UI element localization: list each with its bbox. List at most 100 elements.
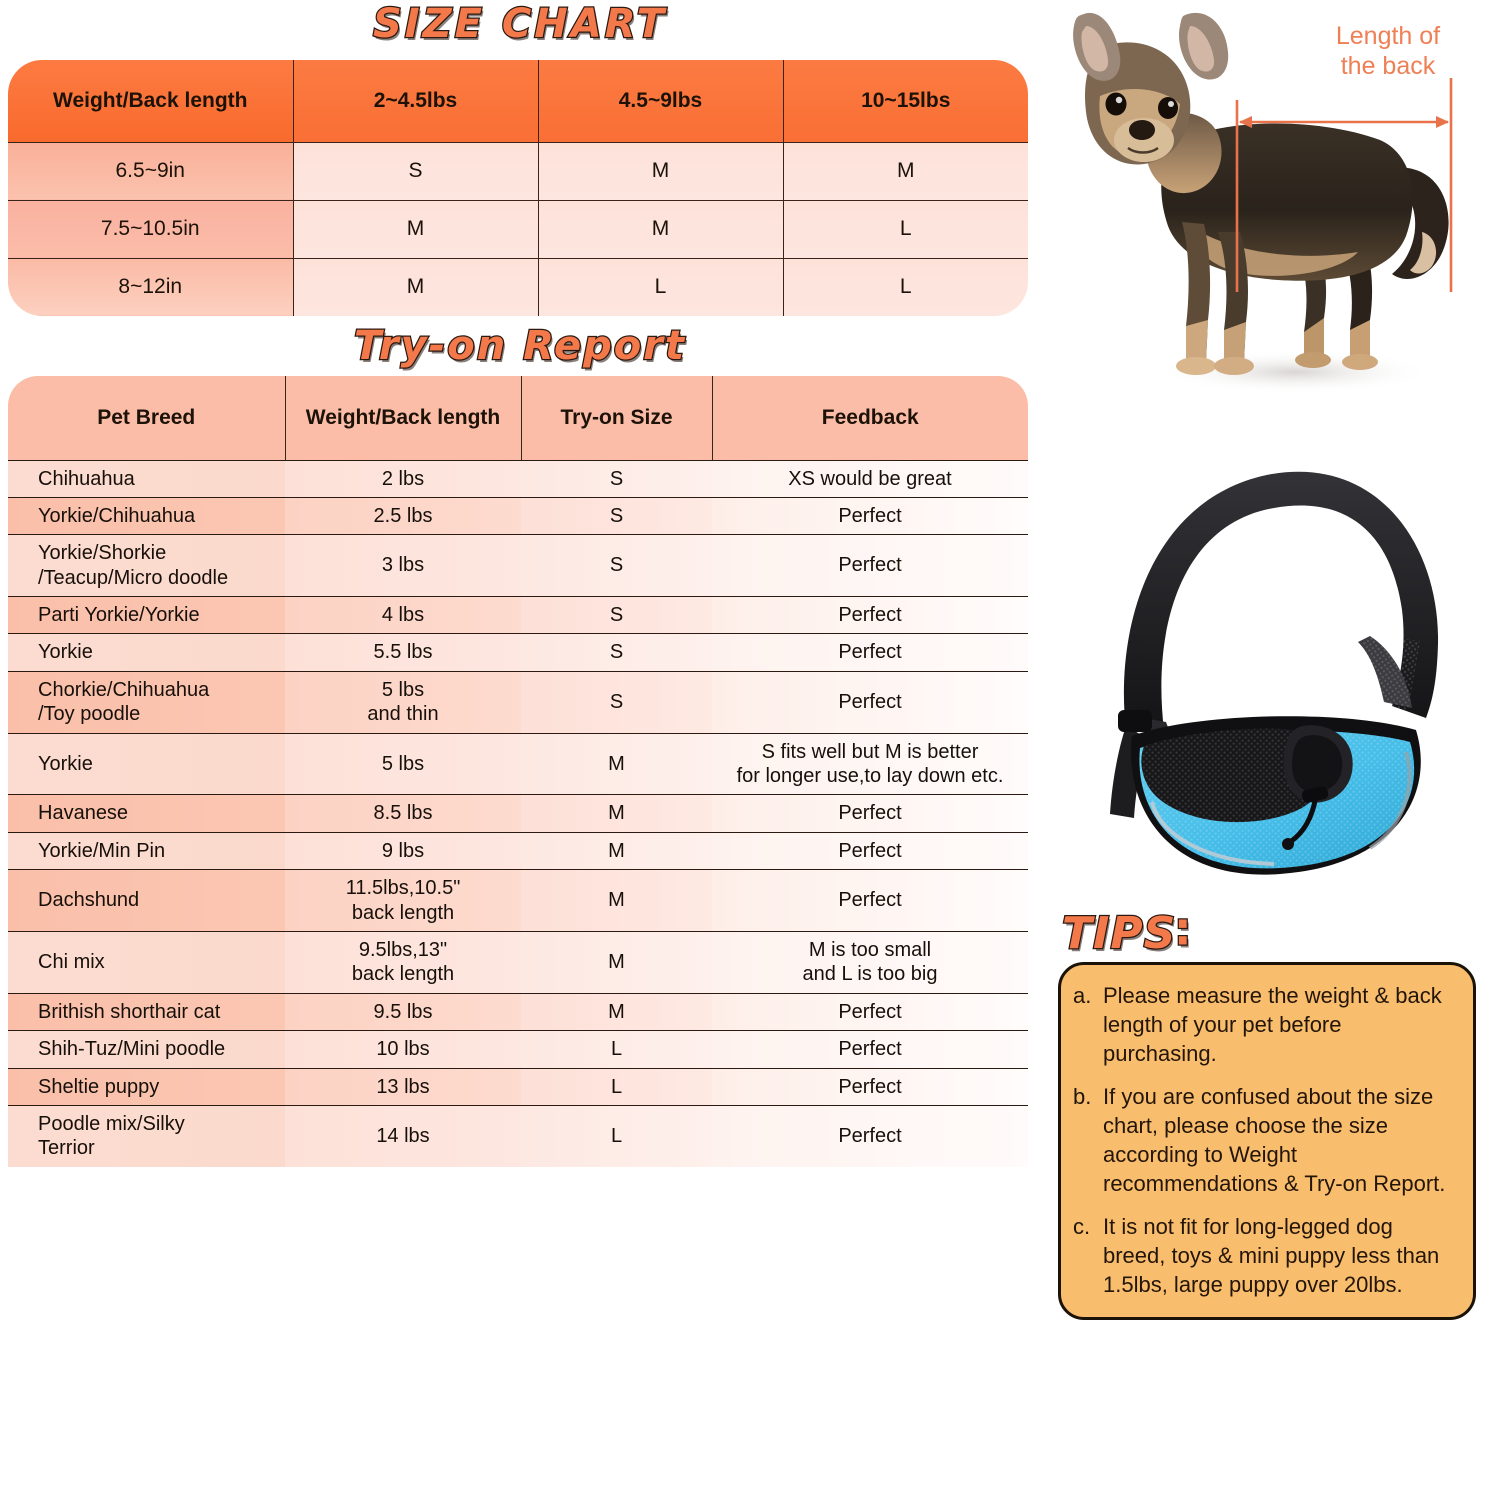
size-chart-cell: M [538,142,784,201]
tryon-cell-breed: Yorkie [8,633,285,672]
dog-photo-panel: Length of the back [1040,0,1500,420]
tryon-report-container: Pet Breed Weight/Back length Try-on Size… [8,376,1032,1167]
size-chart-header-row: Weight/Back length 2~4.5lbs 4.5~9lbs 10~… [8,60,1028,143]
tryon-cell-weight: 2 lbs [285,460,521,498]
tryon-header-cell: Pet Breed [8,376,286,461]
tryon-cell-feedback: Perfect [712,1068,1028,1106]
tryon-cell-size: L [521,1105,712,1167]
tryon-report-head: Pet Breed Weight/Back length Try-on Size… [8,376,1028,461]
tips-box: a. Please measure the weight & back leng… [1058,962,1476,1321]
tryon-cell-weight: 9 lbs [285,832,521,871]
table-row: Chi mix 9.5lbs,13" back length M M is too sm… [8,931,1028,994]
table-row: Havanese 8.5 lbs M Perfect [8,794,1028,833]
tryon-cell-weight: 10 lbs [285,1030,521,1069]
tryon-cell-size: M [521,931,712,994]
length-label-line1: Length of [1335,22,1441,50]
size-chart-cell: L [538,258,784,316]
size-chart-cell: M [538,200,784,259]
tryon-cell-feedback: Perfect [712,1105,1028,1167]
tryon-cell-size: M [521,733,712,796]
tryon-report-title: Try-on Report [353,323,687,369]
table-row: Chorkie/Chihuahua/Toy poodle 5 lbs and thi… [8,671,1028,734]
tryon-cell-feedback: Perfect [712,671,1028,734]
tryon-cell-feedback: Perfect [712,534,1028,598]
chihuahua-photo [1073,12,1453,394]
table-row: Poodle mix/Silky Terrior 14 lbs L Perfect [8,1105,1028,1167]
tip-text: Please measure the weight & back length … [1103,983,1442,1067]
tryon-cell-feedback: Perfect [712,794,1028,833]
tryon-cell-size: S [521,596,712,635]
size-chart-cell: M [783,142,1028,201]
tryon-cell-feedback: XS would be great [712,460,1028,498]
tryon-cell-size: M [521,794,712,833]
tryon-cell-breed: Chihuahua [8,460,285,498]
tips-panel: TIPS∶ a. Please measure the weight & bac… [1040,908,1500,1321]
tryon-cell-weight: 4 lbs [285,596,521,635]
tryon-cell-breed: Poodle mix/Silky Terrior [8,1105,285,1167]
size-chart-cell: M [293,200,539,259]
tryon-cell-weight: 5 lbs [285,733,521,796]
table-row: Yorkie 5 lbs M S fits well but M is better f… [8,733,1028,796]
size-chart-cell: 8~12in [8,258,294,316]
table-row: Yorkie/Min Pin 9 lbs M Perfect [8,832,1028,871]
table-row: Brithish shorthair cat 9.5 lbs M Perfect [8,993,1028,1032]
table-row: Shih-Tuz/Mini poodle 10 lbs L Perfect [8,1030,1028,1069]
tryon-cell-size: S [521,497,712,536]
tryon-cell-size: L [521,1068,712,1106]
size-chart-cell: 6.5~9in [8,142,294,201]
tip-text: If you are confused about the size chart… [1103,1084,1446,1197]
tryon-cell-breed: Yorkie/Min Pin [8,832,285,871]
size-chart-header-cell: 10~15lbs [783,60,1028,143]
size-chart-cell: 7.5~10.5in [8,200,294,259]
size-chart-cell: M [293,258,539,316]
tryon-cell-feedback: Perfect [712,869,1028,932]
size-chart-body: 6.5~9in S M M 7.5~10.5in M M L 8~12in M [8,142,1028,316]
tryon-cell-breed: Yorkie/Shorkie/Teacup/Micro doodle [8,534,285,598]
left-column: SIZE CHART Weight/Back length 2~4.5lbs 4… [8,1,1032,1167]
tryon-cell-feedback: S fits well but M is better for longer us… [712,733,1028,796]
tryon-cell-breed: Dachshund [8,869,285,932]
tryon-cell-weight: 2.5 lbs [285,497,521,536]
table-row: Chihuahua 2 lbs S XS would be great [8,460,1028,498]
tryon-header-row: Pet Breed Weight/Back length Try-on Size… [8,376,1028,461]
tryon-cell-weight: 13 lbs [285,1068,521,1106]
tryon-cell-weight: 5.5 lbs [285,633,521,672]
length-label-line2: the back [1340,51,1436,80]
tryon-cell-size: M [521,832,712,871]
table-row: Yorkie/Shorkie/Teacup/Micro doodle 3 lbs S… [8,534,1028,598]
size-chart-cell: S [293,142,539,201]
list-item: b. If you are confused about the size ch… [1073,1082,1457,1198]
tryon-cell-breed: Sheltie puppy [8,1068,285,1106]
tryon-cell-weight: 9.5lbs,13" back length [285,931,521,994]
tryon-cell-feedback: Perfect [712,633,1028,672]
tryon-header-cell: Feedback [712,376,1028,461]
tryon-cell-feedback: Perfect [712,993,1028,1032]
tryon-cell-weight: 5 lbs and thin [285,671,521,734]
tryon-cell-feedback: Perfect [712,596,1028,635]
table-row: Yorkie 5.5 lbs S Perfect [8,633,1028,672]
tryon-cell-weight: 11.5lbs,10.5" back length [285,869,521,932]
tip-text: It is not fit for long-legged dog breed,… [1103,1214,1440,1298]
size-chart-cell: L [783,258,1028,316]
list-item: c. It is not fit for long-legged dog bre… [1073,1212,1457,1299]
table-row: Parti Yorkie/Yorkie 4 lbs S Perfect [8,596,1028,635]
size-chart-header-cell: Weight/Back length [8,60,294,143]
product-image-panel [1040,430,1500,900]
table-row: Sheltie puppy 13 lbs L Perfect [8,1068,1028,1106]
pet-sling-carrier-image [1110,471,1439,875]
table-row: 8~12in M L L [8,258,1028,316]
tip-marker: b. [1073,1084,1092,1110]
tryon-cell-breed: Shih-Tuz/Mini poodle [8,1030,285,1069]
right-column: Length of the back [1040,0,1500,1486]
size-chart-table: Weight/Back length 2~4.5lbs 4.5~9lbs 10~… [8,60,1028,316]
tips-title: TIPS∶ [1061,908,1191,959]
tryon-cell-weight: 3 lbs [285,534,521,598]
size-chart-header-cell: 2~4.5lbs [293,60,539,143]
size-chart-title: SIZE CHART [372,1,668,47]
tryon-cell-breed: Chorkie/Chihuahua/Toy poodle [8,671,285,734]
length-of-back-label: Length of the back [1298,22,1478,81]
tryon-cell-size: S [521,534,712,598]
tryon-cell-breed: Brithish shorthair cat [8,993,285,1032]
tryon-cell-size: S [521,633,712,672]
tryon-cell-feedback: Perfect [712,832,1028,871]
